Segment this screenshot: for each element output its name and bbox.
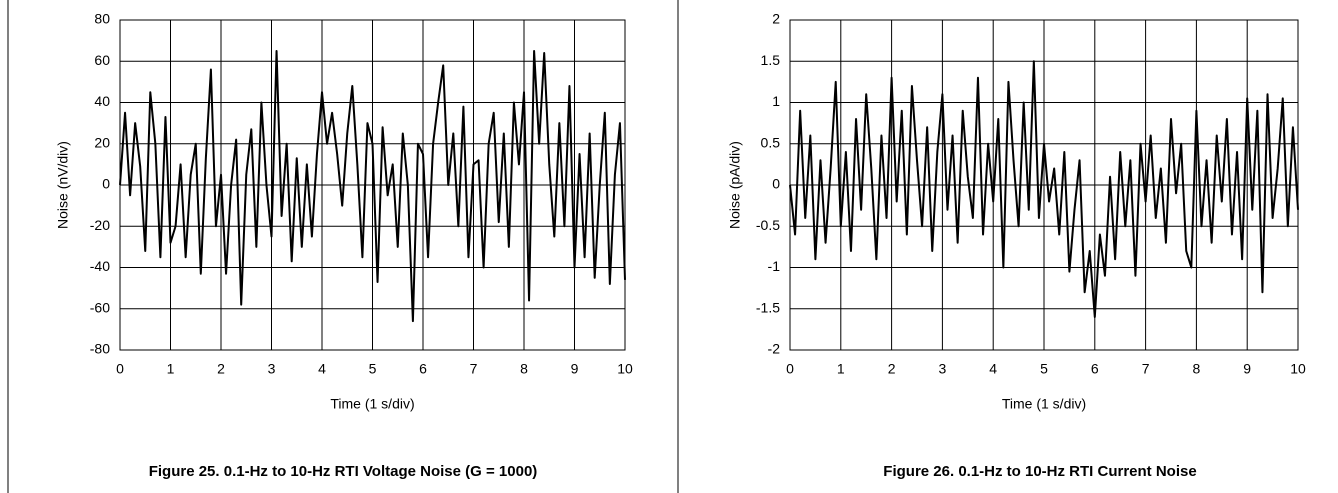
x-tick-label: 6 <box>419 361 427 377</box>
y-tick-label: 20 <box>94 134 110 150</box>
y-tick-label: 60 <box>94 52 110 68</box>
x-tick-label: 3 <box>268 361 276 377</box>
x-tick-label: 1 <box>837 361 845 377</box>
noise-line <box>789 60 1299 318</box>
y-tick-label: -40 <box>90 258 110 274</box>
y-tick-label: -0.5 <box>756 217 780 233</box>
x-axis-label: Time (1 s/div) <box>1002 396 1086 412</box>
y-axis-label: Noise (pA/div) <box>727 141 743 229</box>
y-tick-label: 1 <box>772 93 780 109</box>
y-tick-label: -1 <box>768 258 781 274</box>
y-tick-label: 0 <box>772 176 780 192</box>
y-tick-label: -1.5 <box>756 299 780 315</box>
y-tick-label: 0.5 <box>761 134 781 150</box>
y-axis-label: Noise (nV/div) <box>55 141 71 229</box>
figure-caption: Figure 25. 0.1-Hz to 10-Hz RTI Voltage N… <box>149 463 538 480</box>
x-tick-label: 3 <box>939 361 947 377</box>
x-tick-label: 5 <box>1040 361 1048 377</box>
x-tick-label: 4 <box>989 361 997 377</box>
x-axis-label: Time (1 s/div) <box>330 396 414 412</box>
x-tick-label: 1 <box>167 361 175 377</box>
x-tick-label: 2 <box>217 361 225 377</box>
y-tick-label: 80 <box>94 11 110 27</box>
y-tick-label: -80 <box>90 341 110 357</box>
y-tick-label: 40 <box>94 93 110 109</box>
x-tick-label: 8 <box>1193 361 1201 377</box>
noise-line <box>119 49 626 323</box>
x-tick-label: 6 <box>1091 361 1099 377</box>
x-tick-label: 7 <box>470 361 478 377</box>
x-tick-label: 5 <box>369 361 377 377</box>
x-tick-label: 9 <box>571 361 579 377</box>
y-tick-label: -60 <box>90 299 110 315</box>
y-tick-label: -20 <box>90 217 110 233</box>
figure-caption: Figure 26. 0.1-Hz to 10-Hz RTI Current N… <box>883 463 1196 480</box>
x-tick-label: 9 <box>1243 361 1251 377</box>
x-tick-label: 10 <box>1290 361 1306 377</box>
x-tick-label: 10 <box>617 361 633 377</box>
y-tick-label: 2 <box>772 11 780 27</box>
x-tick-label: 0 <box>786 361 794 377</box>
y-tick-label: -2 <box>768 341 781 357</box>
x-tick-label: 2 <box>888 361 896 377</box>
x-tick-label: 7 <box>1142 361 1150 377</box>
x-tick-label: 8 <box>520 361 528 377</box>
y-tick-label: 0 <box>102 176 110 192</box>
x-tick-label: 4 <box>318 361 326 377</box>
y-tick-label: 1.5 <box>761 52 781 68</box>
x-tick-label: 0 <box>116 361 124 377</box>
